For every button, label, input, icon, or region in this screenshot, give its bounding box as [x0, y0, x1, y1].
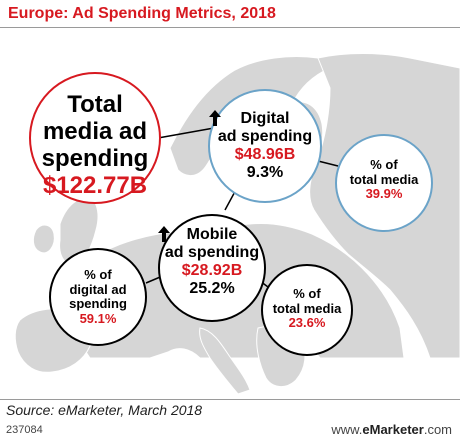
- brand-suffix: .com: [423, 422, 452, 437]
- digital-change: 9.3%: [209, 110, 321, 182]
- mobile-label-1: Mobile: [186, 226, 238, 243]
- brand-prefix: www.: [331, 422, 363, 437]
- brand-name: eMarketer: [362, 422, 424, 437]
- mobile-share-total-label-1: % of: [293, 286, 321, 301]
- mobile-label-2: ad spending: [164, 243, 260, 261]
- up-arrow-icon: [158, 226, 170, 242]
- digital-share-label-2: total media: [349, 171, 419, 187]
- digital-share-label-1: % of: [370, 157, 398, 172]
- mobile-value: $28.92B: [181, 261, 243, 279]
- italy-shape: [199, 327, 251, 395]
- total-media-metric: Total media ad spending $122.77B: [30, 91, 160, 200]
- chart-id: 237084: [6, 424, 43, 436]
- total-media-label-2: media ad: [42, 117, 148, 145]
- mobile-share-total-value: 23.6%: [288, 315, 326, 331]
- mobile-share-total-circle: [261, 264, 353, 356]
- chart-title: Europe: Ad Spending Metrics, 2018: [8, 5, 276, 22]
- total-media-value: $122.77B: [42, 171, 148, 199]
- mobile-share-digital-label-2: digital ad: [69, 281, 127, 297]
- mobile-circle: [158, 214, 266, 322]
- mobile-share-total-label-2: total media: [272, 300, 342, 316]
- mobile-share-digital-metric: % of digital ad spending 59.1%: [54, 267, 142, 326]
- digital-label-2: ad spending: [217, 127, 313, 145]
- total-media-circle: [29, 72, 161, 204]
- up-arrow-icon: [209, 110, 221, 126]
- digital-metric: Digital ad spending $48.96B 9.3%: [209, 110, 321, 182]
- brand-link[interactable]: www.eMarketer.com: [331, 422, 452, 437]
- connector-total-digital: [157, 127, 215, 139]
- mobile-share-digital-label-3: spending: [69, 296, 127, 312]
- digital-circle: [208, 89, 322, 203]
- mobile-share-total-metric: % of total media 23.6%: [265, 286, 349, 331]
- digital-share-metric: % of total media 39.9%: [340, 157, 428, 202]
- digital-change-value: 9.3%: [246, 163, 284, 181]
- digital-share-circle: [335, 134, 433, 232]
- source-note: Source: eMarketer, March 2018: [6, 402, 203, 418]
- total-media-label-1: Total: [67, 91, 123, 118]
- mobile-change-value: 25.2%: [189, 279, 235, 297]
- digital-share-value: 39.9%: [365, 186, 403, 202]
- digital-label-1: Digital: [240, 110, 290, 127]
- mobile-change: 25.2%: [158, 226, 266, 298]
- mobile-share-digital-label-1: % of: [84, 267, 112, 282]
- ireland-shape: [32, 224, 55, 254]
- title-divider: [0, 27, 460, 28]
- mobile-share-digital-circle: [49, 248, 147, 346]
- total-media-label-3: spending: [41, 144, 149, 172]
- diagram-stage: Total media ad spending $122.77B Digital…: [0, 28, 460, 398]
- digital-value: $48.96B: [234, 145, 296, 163]
- mobile-share-digital-value: 59.1%: [79, 310, 117, 326]
- europe-map-graphic: [14, 53, 460, 395]
- footer-divider: [0, 399, 460, 400]
- mobile-metric: Mobile ad spending $28.92B 25.2%: [158, 226, 266, 298]
